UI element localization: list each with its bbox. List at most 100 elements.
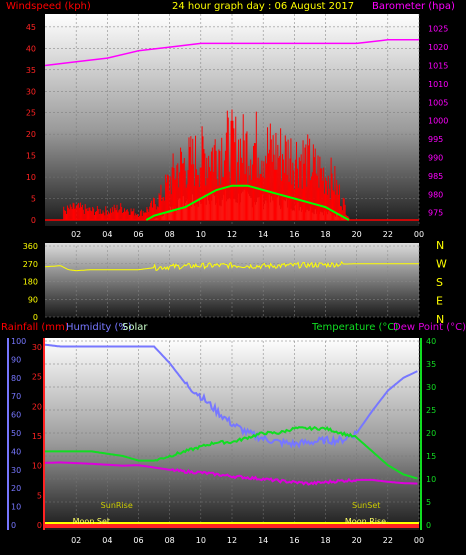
x-tick-label: 20	[352, 536, 362, 545]
x-tick-label: 06	[133, 230, 143, 239]
y-tick-label: 270	[23, 260, 38, 269]
barometer-line	[44, 39, 419, 67]
wind-direction-line	[44, 260, 419, 272]
y-tick-label: 35	[26, 66, 36, 75]
x-tick-label: 06	[133, 536, 143, 545]
y-tick-label: 0	[11, 521, 16, 530]
barometer-label: Barometer (hpa)	[372, 1, 455, 12]
temperature-label: Temperature (°C)	[311, 322, 398, 333]
y-tick-label: 10	[11, 503, 21, 512]
y-tick-label: 40	[426, 337, 436, 346]
y-tick-label: 1025	[428, 25, 448, 34]
y-tick-label: 975	[428, 209, 443, 218]
y-tick-label: 360	[23, 242, 38, 251]
y-tick-label: 0	[37, 521, 42, 530]
x-tick-label: 00	[414, 536, 424, 545]
y-tick-label: 30	[426, 383, 436, 392]
wind-x-axis-labels: 02 04 06 08 10 12 14 16 18 20 22 00	[71, 230, 424, 239]
y-tick-label: 30	[11, 466, 21, 475]
x-tick-label: 08	[165, 536, 175, 545]
direction-y-axis-labels: 0 90 180 270 360	[23, 242, 38, 322]
humidity-y-axis-labels: 0 10 20 30 40 50 60 70 80 90 100	[11, 337, 26, 530]
x-tick-label: 22	[383, 536, 393, 545]
y-tick-label: 80	[11, 374, 21, 383]
y-tick-label: 1015	[428, 62, 448, 71]
x-tick-label: 12	[227, 536, 237, 545]
dewpoint-line	[45, 461, 418, 486]
compass-label: N	[436, 239, 444, 252]
temperature-y-axis-labels: 0 5 10 15 20 25 30 35 40	[426, 337, 436, 530]
humidity-label: Humidity (%)	[66, 322, 132, 333]
rainfall-bar	[45, 524, 419, 528]
x-tick-label: 10	[196, 536, 206, 545]
wind-y-axis-labels: 0 5 10 15 20 25 30 35 40 45	[26, 23, 36, 225]
x-tick-label: 22	[383, 230, 393, 239]
y-tick-label: 15	[32, 432, 42, 441]
dewpoint-label: Dew Point (°C)	[393, 322, 466, 333]
barometer-y-axis-labels: 975 980 985 990 995 1000 1005 1010 1015 1020 1025	[428, 25, 448, 218]
sunrise-label: SunRise	[101, 501, 133, 510]
y-tick-label: 50	[11, 429, 21, 438]
y-tick-label: 1000	[428, 117, 448, 126]
humidity-line	[44, 343, 418, 449]
wind-average-line	[145, 184, 350, 221]
y-tick-label: 10	[26, 173, 36, 182]
y-tick-label: 15	[426, 452, 436, 461]
y-tick-label: 5	[31, 195, 36, 204]
graph-title: 24 hour graph day : 06 August 2017	[172, 1, 354, 12]
x-tick-label: 02	[71, 536, 81, 545]
y-tick-label: 40	[11, 447, 21, 456]
x-tick-label: 18	[320, 536, 330, 545]
y-tick-label: 20	[26, 130, 36, 139]
temp-x-axis-labels: 02 04 06 08 10 12 14 16 18 20 22 00	[71, 536, 424, 545]
y-tick-label: 1010	[428, 80, 448, 89]
y-tick-label: 0	[426, 521, 431, 530]
rainfall-label: Rainfall (mm)	[1, 322, 69, 333]
y-tick-label: 100	[11, 337, 26, 346]
x-tick-label: 02	[71, 230, 81, 239]
y-tick-label: 90	[28, 295, 38, 304]
y-tick-label: 25	[26, 109, 36, 118]
compass-label: S	[436, 276, 443, 289]
x-tick-label: 14	[258, 230, 268, 239]
y-tick-label: 10	[426, 475, 436, 484]
y-tick-label: 980	[428, 190, 443, 199]
solar-label: Solar	[122, 322, 148, 333]
y-tick-label: 35	[426, 360, 436, 369]
y-tick-label: 1020	[428, 43, 448, 52]
x-tick-label: 14	[258, 536, 268, 545]
y-tick-label: 25	[32, 373, 42, 382]
x-tick-label: 16	[289, 230, 299, 239]
y-tick-label: 30	[32, 343, 42, 352]
y-tick-label: 20	[426, 429, 436, 438]
y-tick-label: 985	[428, 172, 443, 181]
y-tick-label: 990	[428, 153, 443, 162]
y-tick-label: 0	[33, 313, 38, 322]
y-tick-label: 5	[426, 498, 431, 507]
y-tick-label: 995	[428, 135, 443, 144]
compass-label: E	[436, 295, 443, 308]
y-tick-label: 70	[11, 392, 21, 401]
y-tick-label: 30	[26, 87, 36, 96]
y-tick-label: 60	[11, 411, 21, 420]
y-tick-label: 45	[26, 23, 36, 32]
compass-label: N	[436, 313, 444, 326]
y-tick-label: 90	[11, 355, 21, 364]
y-tick-label: 20	[32, 402, 42, 411]
moonrise-label: Moon Rise	[345, 517, 386, 526]
y-tick-label: 40	[26, 44, 36, 53]
x-tick-label: 12	[227, 230, 237, 239]
x-tick-label: 00	[414, 230, 424, 239]
x-tick-label: 10	[196, 230, 206, 239]
x-tick-label: 08	[165, 230, 175, 239]
x-tick-label: 04	[102, 536, 112, 545]
y-tick-label: 25	[426, 406, 436, 415]
x-tick-label: 20	[352, 230, 362, 239]
y-tick-label: 10	[32, 462, 42, 471]
y-tick-label: 180	[23, 278, 38, 287]
y-tick-label: 1005	[428, 98, 448, 107]
x-tick-label: 18	[320, 230, 330, 239]
windspeed-label: Windspeed (kph)	[6, 1, 91, 12]
compass-label: W	[436, 258, 447, 271]
